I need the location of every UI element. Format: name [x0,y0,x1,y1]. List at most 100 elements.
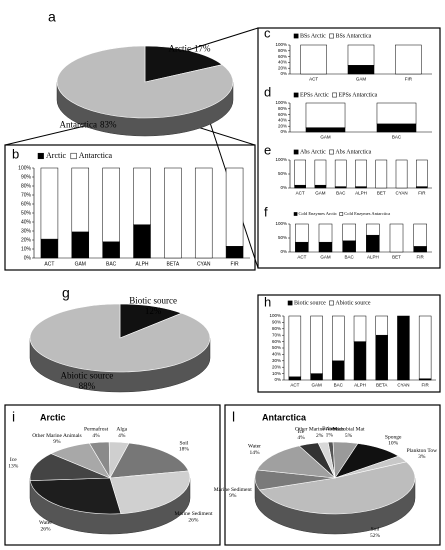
bar-segment [355,159,367,187]
slice-value: 18% [179,447,190,453]
y-tick-label: 30% [272,358,281,363]
legend-label: Abs Antarctica [335,149,371,155]
slice-name: Water [248,444,261,450]
slice-name: Ice [298,429,305,435]
y-tick-label: 50% [21,210,32,216]
legend-marker [37,152,44,160]
x-tick-label: GAM [75,261,86,267]
pie-slice [56,45,234,119]
pie-slice [29,453,111,481]
slice-name: Brines [322,426,336,432]
x-tick-label: GAM [356,77,367,82]
slice-name: Other Marine Animals [32,433,82,439]
x-tick-label: BET [392,255,401,260]
pie-slice [109,442,189,479]
slice-value: 88% [79,381,96,391]
x-tick-label: CYAN [197,261,211,267]
x-tick-label: BET [377,191,386,196]
legend-marker [329,33,334,39]
slice-name: Microbial Mat [333,427,365,433]
x-tick-label: FIR [231,261,239,267]
y-tick-label: 60% [278,54,287,59]
slice-value: 52% [370,533,381,539]
slice-name: Marine Sediment [214,487,253,493]
legend-marker [70,152,77,160]
panel-label: i [12,409,15,425]
bar-segment [225,167,244,247]
slice-value: 12% [145,306,162,316]
slice-value: 26% [41,526,52,532]
bar-segment [318,241,333,253]
bar-segment [376,123,417,133]
bar-segment [418,315,432,379]
x-tick-label: ACT [297,255,306,260]
pie-slice [29,303,211,373]
legend-label: BSs Arctic [300,33,326,39]
slice-value: 14% [249,450,260,456]
x-tick-label: BAC [336,191,346,196]
y-tick-label: 100% [275,221,287,226]
bar-segment [413,246,427,253]
y-tick-label: 70% [21,192,32,198]
x-tick-label: FIR [417,255,425,260]
bar-segment [389,223,404,253]
x-tick-label: FIR [422,383,430,388]
slice-name: Soil [371,527,380,533]
legend-label: Abs Arctic [300,149,326,155]
pie-slice [109,470,191,514]
x-tick-label: ACT [44,261,54,267]
bar-segment [40,238,59,259]
y-tick-label: 80% [272,326,281,331]
bar-segment [225,246,244,259]
pie-slice [119,303,183,339]
x-tick-label: FIR [418,191,426,196]
bar-segment [295,223,309,243]
slice-value: 26% [188,517,199,523]
x-tick-label: CYAN [397,383,409,388]
y-tick-label: 90% [21,174,32,180]
y-tick-label: 10% [272,371,281,376]
x-tick-label: ALPH [355,191,367,196]
x-tick-label: GAM [315,191,326,196]
panel-label: c [264,25,271,40]
x-tick-label: BAC [106,261,117,267]
y-tick-label: 40% [278,118,287,123]
y-tick-label: 40% [278,60,287,65]
panel-label: g [62,285,70,301]
bar-segment [133,167,151,225]
slice-value: 2% [316,433,324,439]
panel-label: e [264,142,271,157]
bar-segment [305,102,346,128]
y-tick-label: 40% [272,352,281,357]
y-tick-label: 100% [275,157,287,162]
bar-segment [71,167,90,233]
bar-segment [314,184,327,189]
panel-label: d [264,84,271,99]
bar-segment [416,159,428,187]
bar-segment [102,167,120,243]
y-tick-label: 80% [278,48,287,53]
y-tick-label: 90% [272,320,281,325]
legend-label: Cold Enzymes Antarctica [344,211,390,216]
legend-marker [293,149,299,155]
bar-segment [314,159,327,186]
legend-label: EPSs Arctic [300,92,329,98]
panel-b-frame [4,144,256,271]
y-tick-label: 100% [269,313,281,318]
legend-label: Abiotic source [335,300,370,306]
bar-segment [102,241,120,259]
x-tick-label: BETA [167,261,180,267]
bar-segment [288,376,302,381]
x-tick-label: ALPH [135,261,148,267]
y-tick-label: 0% [280,71,287,76]
bar-segment [395,159,408,189]
slice-name: Sponge [385,434,402,440]
bar-segment [342,223,356,242]
bar-segment [375,334,388,381]
slice-name: Ice [10,457,17,463]
bar-segment [347,44,375,66]
x-tick-label: BAC [392,135,402,140]
slice-value: 10% [388,441,399,447]
y-tick-label: 40% [21,219,32,225]
bar-segment [294,184,306,189]
